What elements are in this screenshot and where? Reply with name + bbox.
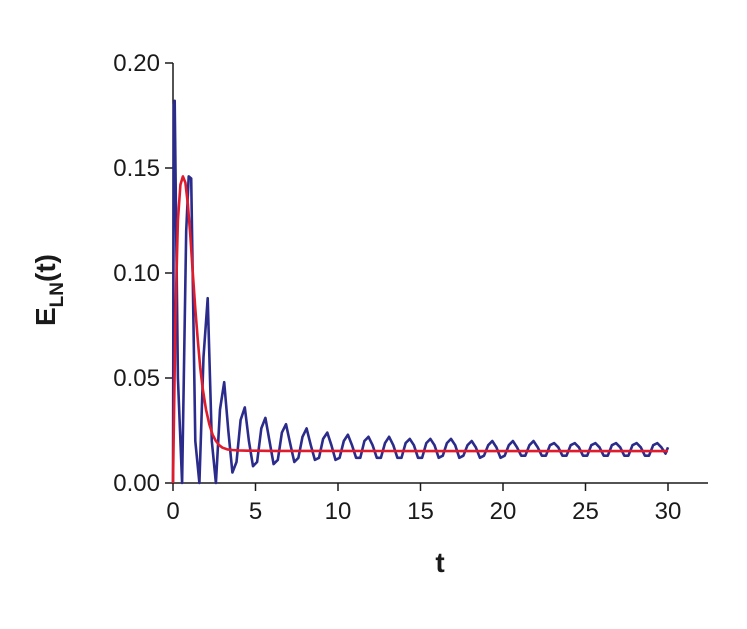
x-tick-label: 10 <box>325 498 352 525</box>
x-tick-label: 0 <box>166 498 179 525</box>
y-tick-label: 0.20 <box>113 50 160 77</box>
series-layer <box>171 99 670 485</box>
y-tick-label: 0.00 <box>113 470 160 497</box>
x-tick-label: 15 <box>407 498 434 525</box>
y-tick-label: 0.15 <box>113 155 160 182</box>
x-tick-label: 30 <box>655 498 682 525</box>
y-tick-label: 0.10 <box>113 260 160 287</box>
x-tick-label: 25 <box>572 498 599 525</box>
y-tick-label: 0.05 <box>113 365 160 392</box>
x-tick-label: 5 <box>249 498 262 525</box>
svg-text:ELN(t): ELN(t) <box>30 254 68 326</box>
y-axis-title-main: E <box>30 307 61 326</box>
ticks: 0 5 10 15 20 25 30 0.00 0.05 0.10 0.15 0.20 <box>113 50 681 525</box>
y-axis-title: ELN(t) <box>30 254 68 326</box>
y-axis-title-sub: LN <box>47 282 68 307</box>
series-line-1 <box>171 99 670 485</box>
y-axis-title-suffix: (t) <box>30 254 61 282</box>
series-line-2 <box>171 175 668 484</box>
x-tick-label: 20 <box>490 498 517 525</box>
x-axis-title: t <box>435 547 444 578</box>
axes <box>172 63 708 484</box>
